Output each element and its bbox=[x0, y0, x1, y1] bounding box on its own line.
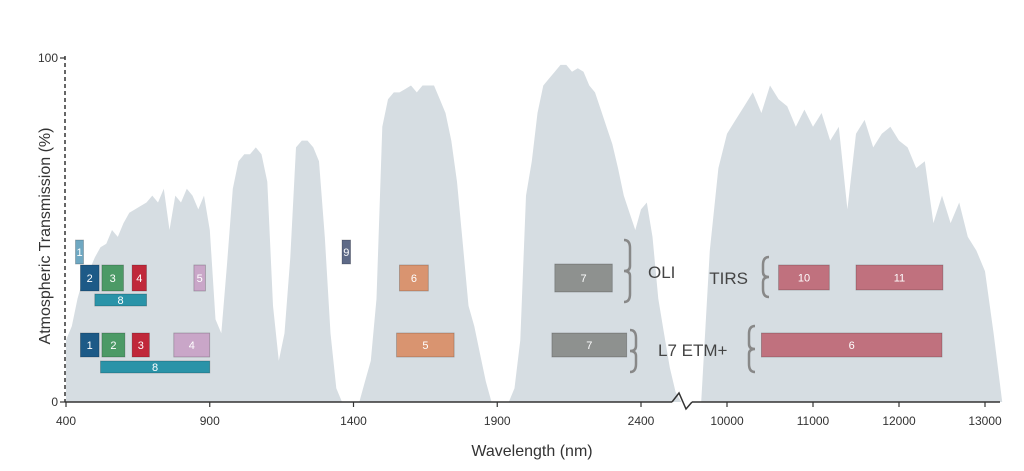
axes bbox=[64, 56, 1000, 411]
band-label: 2 bbox=[87, 273, 93, 285]
group-label-l7-etm-: L7 ETM+ bbox=[658, 341, 728, 360]
brace-icon bbox=[623, 238, 632, 304]
band-label: 7 bbox=[586, 340, 592, 352]
x-tick-label: 400 bbox=[56, 414, 76, 428]
y-tick-label: 100 bbox=[38, 51, 58, 65]
band-label: 6 bbox=[849, 340, 855, 352]
y-tick-label: 0 bbox=[51, 395, 58, 409]
band-rect-l7-etm--3 bbox=[131, 332, 150, 358]
band-rect-oli-4 bbox=[131, 264, 147, 292]
x-tick-label: 13000 bbox=[968, 414, 1002, 428]
band-label: 8 bbox=[152, 362, 158, 374]
x-axis-title: Wavelength (nm) bbox=[471, 443, 592, 460]
band-rect-l7-etm--6 bbox=[761, 332, 943, 358]
y-axis-title: Atmospheric Transmission (%) bbox=[37, 128, 54, 345]
x-tick-label: 1400 bbox=[340, 414, 367, 428]
transmission-area-thermal bbox=[701, 85, 1003, 402]
brace-icon bbox=[629, 328, 638, 374]
group-label-oli: OLI bbox=[648, 263, 675, 282]
band-label: 3 bbox=[110, 273, 116, 285]
band-rect-oli-6 bbox=[399, 264, 429, 292]
band-label: 1 bbox=[87, 340, 93, 352]
band-label: 10 bbox=[798, 273, 810, 285]
band-rect-l7-etm--2 bbox=[101, 332, 126, 358]
band-label: 8 bbox=[118, 295, 124, 307]
band-rect-l7-etm--8 bbox=[100, 360, 211, 374]
band-label: 11 bbox=[894, 273, 905, 285]
band-label: 4 bbox=[189, 340, 195, 352]
brace-icon bbox=[747, 324, 756, 374]
band-label: 9 bbox=[343, 247, 349, 259]
brace-icon bbox=[761, 255, 770, 299]
x-tick-label: 900 bbox=[200, 414, 220, 428]
band-rect-tirs-10 bbox=[778, 264, 830, 291]
group-labels: OLI L7 ETM+ TIRS bbox=[623, 238, 770, 374]
plot-area bbox=[66, 64, 1003, 403]
x-tick-label: 2400 bbox=[628, 414, 655, 428]
axis-break-icon bbox=[671, 391, 693, 411]
band-label: 1 bbox=[76, 247, 82, 259]
band-rect-tirs-11 bbox=[855, 264, 944, 291]
band-rect-l7-etm--7 bbox=[551, 332, 628, 358]
band-rect-l7-etm--1 bbox=[80, 332, 100, 358]
band-label: 4 bbox=[136, 273, 142, 285]
band-label: 5 bbox=[422, 340, 428, 352]
band-rect-oli-2 bbox=[80, 264, 100, 292]
band-label: 2 bbox=[110, 340, 116, 352]
band-label: 6 bbox=[411, 273, 417, 285]
band-label: 7 bbox=[580, 273, 586, 285]
band-rect-l7-etm--5 bbox=[396, 332, 455, 358]
band-label: 5 bbox=[197, 273, 203, 285]
band-label: 3 bbox=[138, 340, 144, 352]
transmission-area-reflective bbox=[66, 64, 699, 403]
band-rect-oli-7 bbox=[554, 263, 613, 293]
band-rect-oli-3 bbox=[101, 264, 124, 292]
band-rect-oli-8 bbox=[94, 293, 148, 307]
x-tick-label: 12000 bbox=[882, 414, 916, 428]
band-rect-oli-1 bbox=[75, 239, 84, 265]
x-tick-label: 10000 bbox=[710, 414, 744, 428]
x-tick-label: 11000 bbox=[797, 414, 830, 428]
x-tick-label: 1900 bbox=[484, 414, 511, 428]
band-rect-oli-9 bbox=[341, 239, 352, 265]
group-label-tirs: TIRS bbox=[709, 269, 748, 288]
band-rect-l7-etm--4 bbox=[173, 332, 211, 358]
axis-ticks: 0 100 400 900 1400 1900 2400 10000 11000 12000 130… bbox=[38, 51, 1002, 428]
band-rect-oli-5 bbox=[193, 264, 206, 292]
